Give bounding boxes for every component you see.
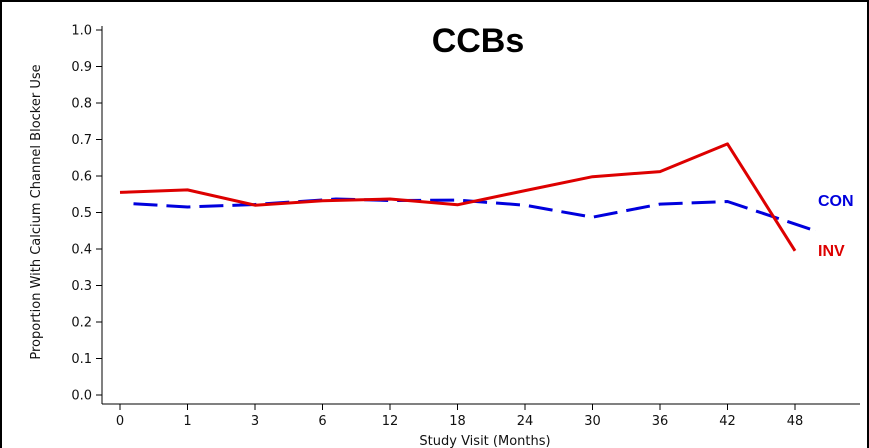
x-tick-label: 42 bbox=[719, 414, 736, 429]
series-layer: CON INV bbox=[119, 142, 854, 260]
x-tick-label: 12 bbox=[382, 414, 399, 429]
y-tick-label: 0.9 bbox=[71, 60, 92, 75]
chart-title: CCBs bbox=[432, 22, 525, 60]
y-tick-label: 0.0 bbox=[71, 389, 92, 404]
series-label-con: CON bbox=[818, 193, 854, 210]
y-tick-label: 0.5 bbox=[71, 206, 92, 221]
x-tick-label: 1 bbox=[183, 414, 191, 429]
x-tick-label: 18 bbox=[449, 414, 466, 429]
series-line-con bbox=[133, 197, 816, 233]
x-tick-label: 0 bbox=[116, 414, 124, 429]
series-label-inv: INV bbox=[818, 243, 845, 260]
x-axis-label: Study Visit (Months) bbox=[419, 434, 550, 448]
y-tick-label: 1.0 bbox=[71, 24, 92, 39]
x-tick-label: 6 bbox=[318, 414, 326, 429]
x-tick-label: 3 bbox=[251, 414, 259, 429]
y-tick-label: 0.8 bbox=[71, 97, 92, 112]
y-axis-label: Proportion With Calcium Channel Blocker … bbox=[29, 64, 44, 359]
x-axis: 0 1 3 6 12 18 24 30 36 42 48 bbox=[102, 403, 860, 429]
y-tick-label: 0.2 bbox=[71, 316, 92, 331]
y-tick-label: 0.1 bbox=[71, 352, 92, 367]
y-tick-label: 0.7 bbox=[71, 133, 92, 148]
y-tick-label: 0.6 bbox=[71, 170, 92, 185]
y-tick-label: 0.4 bbox=[71, 243, 92, 258]
y-tick-label: 0.3 bbox=[71, 279, 92, 294]
y-axis: 0.0 0.1 0.2 0.3 0.4 0.5 0.6 0.7 0.8 0.9 1.0 bbox=[71, 24, 103, 404]
series-line-inv bbox=[119, 142, 797, 252]
x-tick-label: 30 bbox=[584, 414, 601, 429]
x-tick-label: 36 bbox=[652, 414, 669, 429]
x-tick-label: 24 bbox=[517, 414, 534, 429]
x-tick-label: 48 bbox=[787, 414, 804, 429]
